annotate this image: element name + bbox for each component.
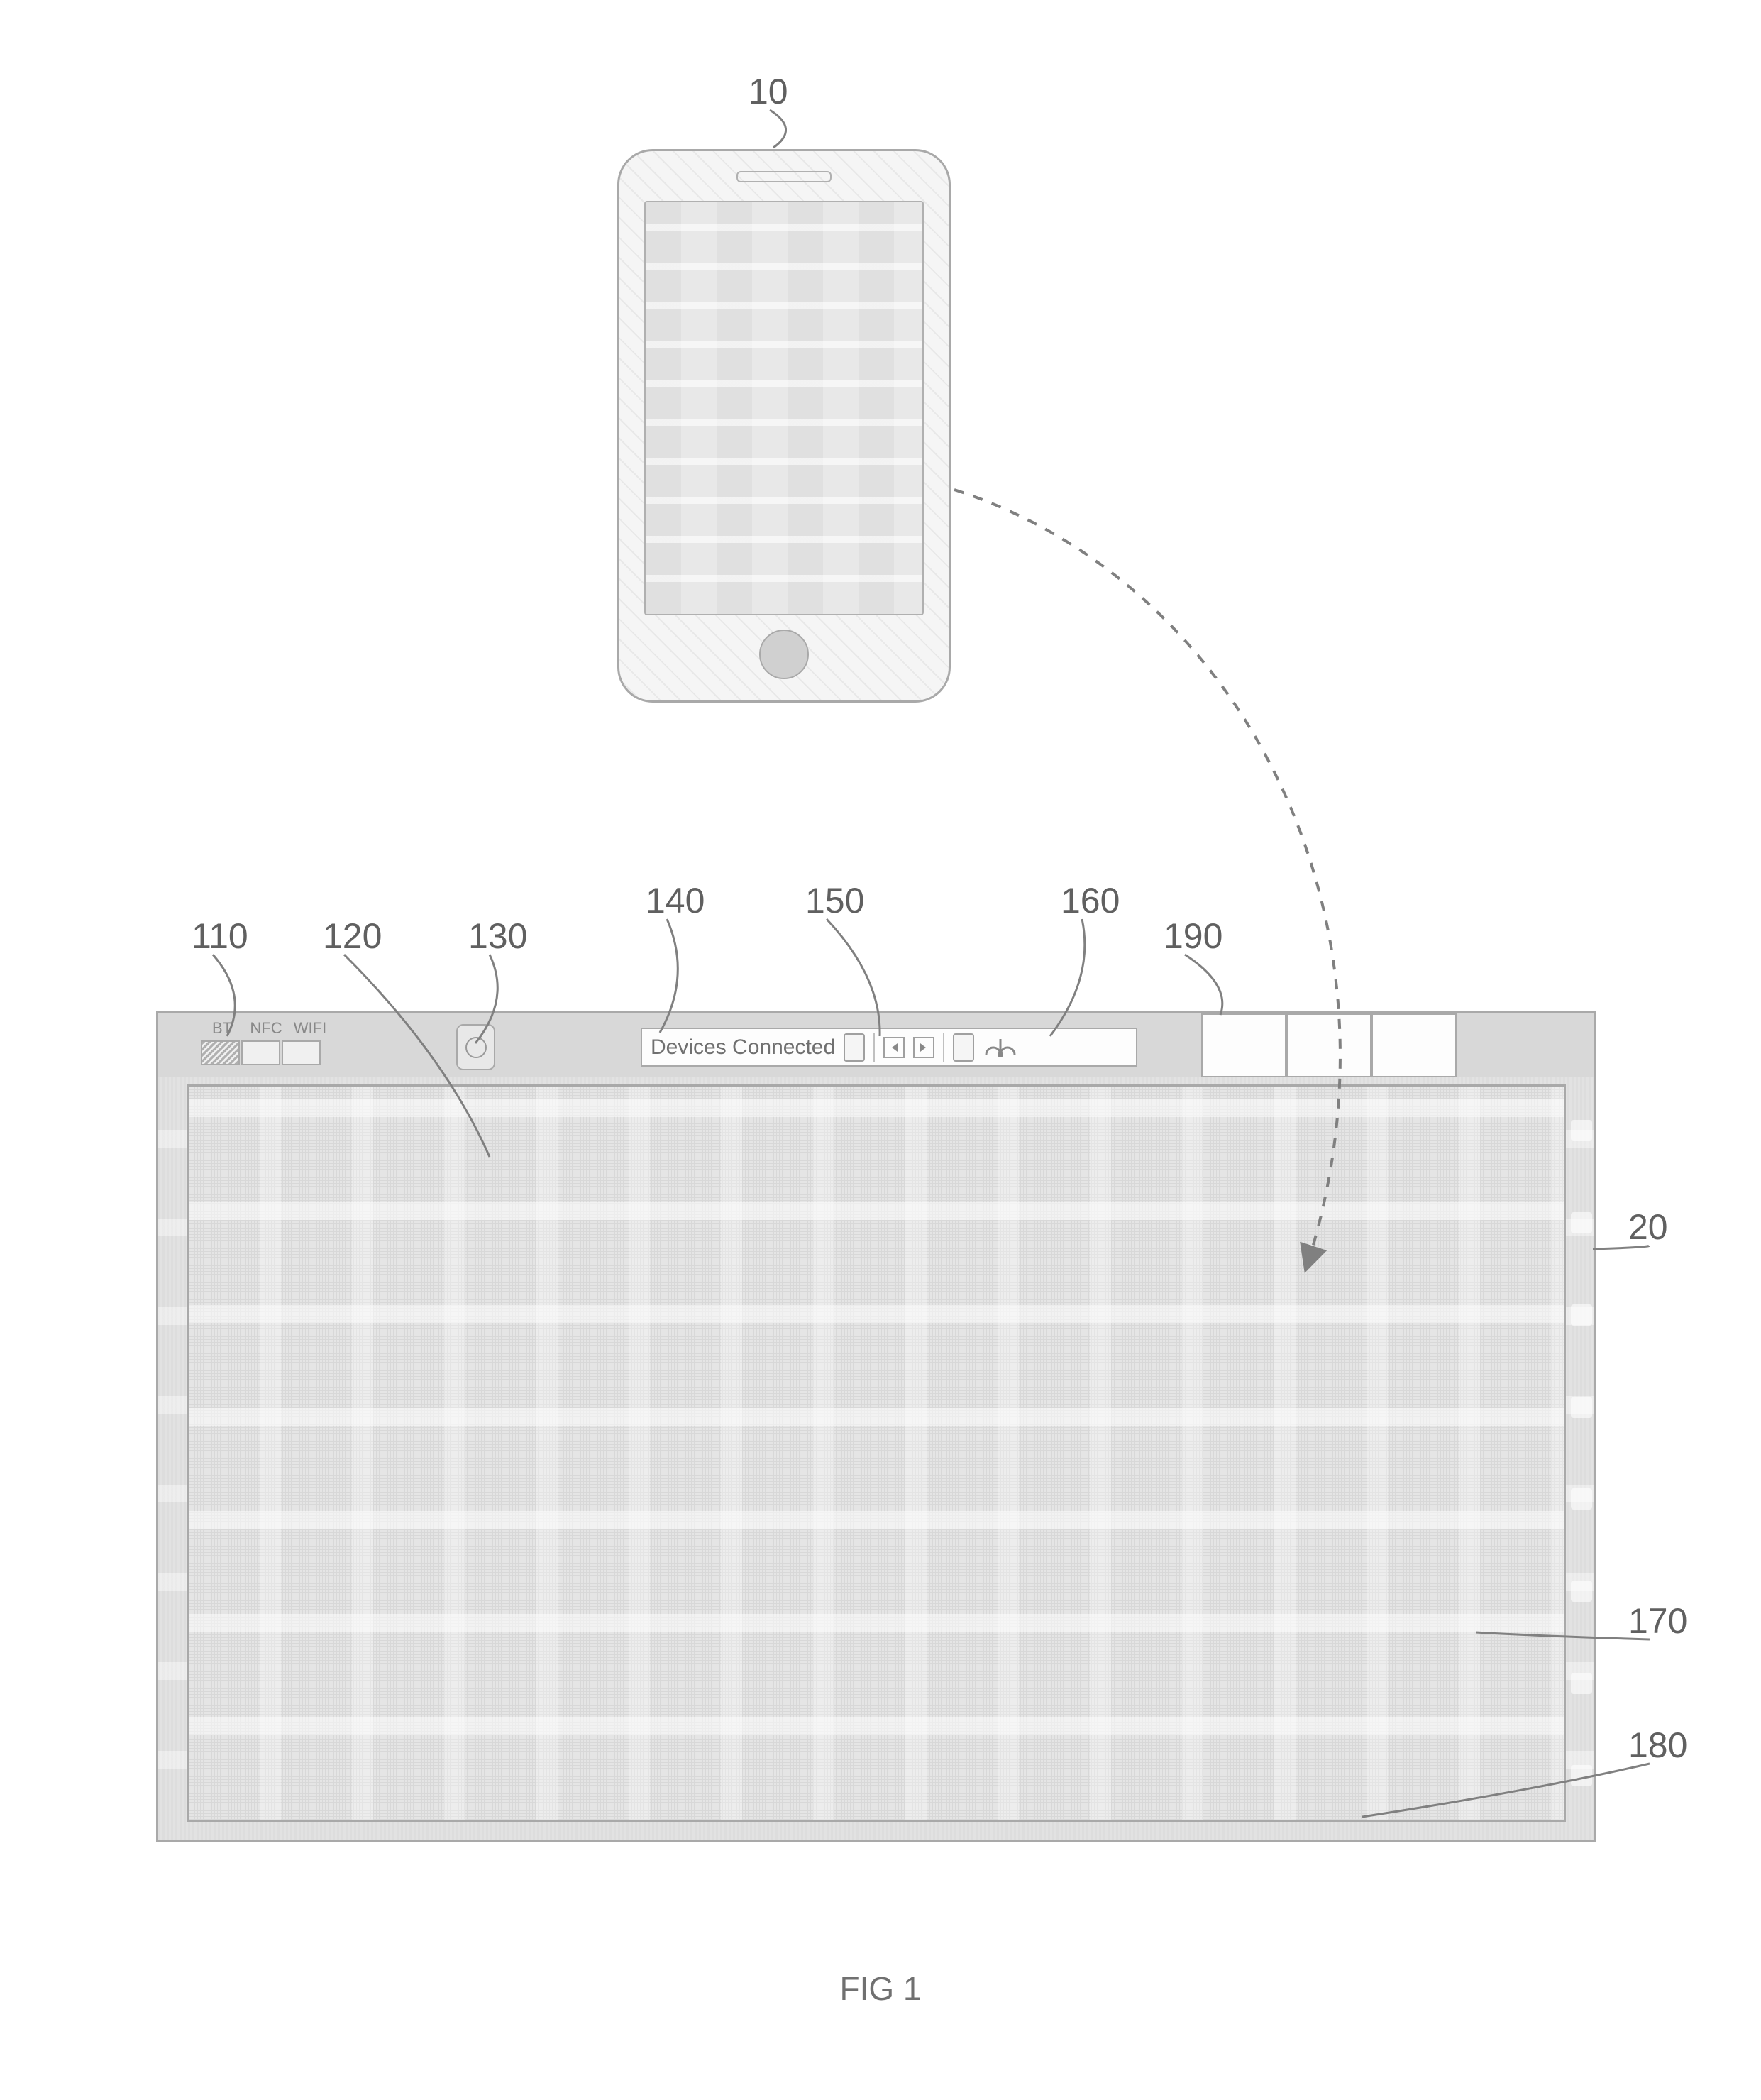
ref-label-180: 180 — [1628, 1725, 1687, 1766]
status-text: Devices Connected — [651, 1035, 835, 1060]
prev-icon — [883, 1037, 905, 1058]
bt-label: BT — [201, 1019, 243, 1038]
ref-label-130: 130 — [468, 916, 527, 957]
ref-label-140: 140 — [646, 880, 705, 921]
ref-label-110: 110 — [192, 916, 248, 957]
device-icon — [844, 1033, 865, 1062]
figure-caption: FIG 1 — [839, 1969, 921, 2008]
ref-label-170: 170 — [1628, 1600, 1687, 1642]
patent-figure: BT NFC WIFI Devices Connected — [0, 0, 1761, 2100]
conn-labels: BT NFC WIFI — [201, 1019, 331, 1038]
ref-label-10: 10 — [749, 71, 788, 112]
wifi-label: WIFI — [289, 1019, 331, 1038]
edge-dots — [1567, 1084, 1596, 1822]
ref-label-120: 120 — [323, 916, 382, 957]
wifi-indicator — [282, 1040, 321, 1065]
signal-icon — [983, 1033, 1018, 1062]
battery-icon — [953, 1033, 974, 1062]
phone-home-button — [759, 630, 809, 679]
camera-module — [456, 1024, 495, 1070]
tablet-topbar: BT NFC WIFI Devices Connected — [158, 1013, 1594, 1077]
nfc-indicator — [241, 1040, 280, 1065]
status-panel: Devices Connected — [641, 1028, 1137, 1067]
ref-label-190: 190 — [1164, 916, 1222, 957]
option-box — [1286, 1013, 1371, 1077]
nfc-label: NFC — [245, 1019, 287, 1038]
tablet-device: BT NFC WIFI Devices Connected — [156, 1011, 1596, 1842]
ref-label-150: 150 — [805, 880, 864, 921]
option-box — [1371, 1013, 1457, 1077]
phone-device — [617, 149, 951, 703]
separator-icon — [943, 1033, 944, 1062]
bt-indicator — [201, 1040, 240, 1065]
conn-indicators — [201, 1040, 321, 1065]
ref-label-20: 20 — [1628, 1206, 1668, 1248]
option-box — [1201, 1013, 1286, 1077]
tablet-screen — [187, 1084, 1566, 1822]
phone-screen — [644, 201, 924, 615]
next-icon — [913, 1037, 934, 1058]
right-boxes — [1201, 1013, 1457, 1077]
ref-label-160: 160 — [1061, 880, 1120, 921]
separator-icon — [873, 1033, 875, 1062]
